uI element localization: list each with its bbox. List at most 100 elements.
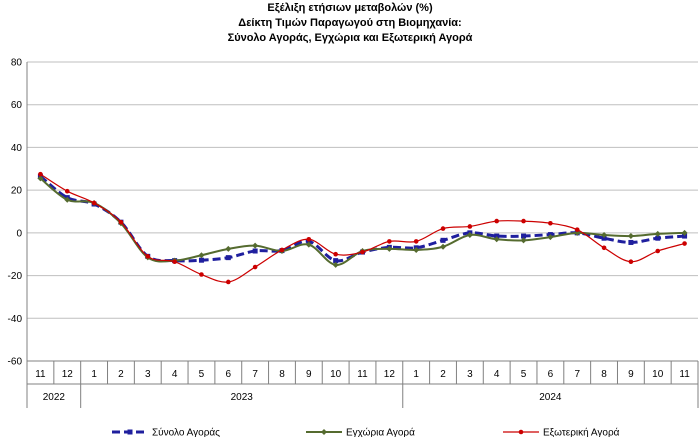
series <box>37 171 688 285</box>
gridlines <box>27 61 698 362</box>
data-point <box>252 264 258 270</box>
legend: Σύνολο Αγοράς Εγχώρια Αγορά Εξωτερική Αγορ… <box>112 427 620 437</box>
x-tick-label: 6 <box>226 369 232 380</box>
data-point <box>252 248 258 254</box>
chart-title: Εξέλιξη ετήσιων μεταβολών (%) Δείκτη Τιμ… <box>228 2 473 44</box>
data-point <box>467 224 473 229</box>
x-tick-label: 7 <box>252 369 258 380</box>
data-point <box>655 248 661 254</box>
data-point <box>627 233 634 240</box>
x-tick-label: 9 <box>306 369 312 380</box>
data-point <box>199 272 204 277</box>
x-tick-label: 11 <box>357 369 368 380</box>
x-tick-label: 4 <box>172 369 178 380</box>
data-point <box>654 230 661 237</box>
x-tick-label: 12 <box>62 369 74 380</box>
data-point <box>386 245 393 252</box>
series-3 <box>38 171 687 285</box>
legend-swatch-marker <box>518 429 524 435</box>
data-point <box>494 233 500 239</box>
data-point <box>333 258 339 264</box>
data-point <box>574 227 580 232</box>
x-tick-label: 8 <box>601 369 607 380</box>
data-point <box>440 237 446 243</box>
x-tick-label: 4 <box>494 369 500 380</box>
x-tick-label: 5 <box>199 369 205 380</box>
x-tick-label: 5 <box>521 369 527 380</box>
legend-label: Σύνολο Αγοράς <box>152 427 220 437</box>
data-point <box>601 231 608 238</box>
data-point <box>64 188 70 194</box>
data-point <box>440 226 446 231</box>
y-tick-label: 40 <box>11 143 23 154</box>
x-tick-label: 10 <box>652 369 664 380</box>
data-point <box>145 254 151 259</box>
x-tick-label: 7 <box>574 369 580 380</box>
title-line-1: Εξέλιξη ετήσιων μεταβολών (%) <box>267 2 433 14</box>
legend-swatch-marker <box>321 429 327 435</box>
y-tick-label: 20 <box>11 186 23 197</box>
x-tick-label: 2 <box>440 369 446 380</box>
data-point <box>37 175 44 182</box>
data-point <box>332 261 339 268</box>
y-tick-label: -20 <box>8 271 23 282</box>
legend-item-3: Εξωτερική Αγορά <box>503 427 620 437</box>
x-tick-label: 11 <box>35 369 46 380</box>
data-point <box>628 259 634 264</box>
x-tick-label: 1 <box>91 369 97 380</box>
y-axis-ticks: -60 -40 -20 0 20 40 60 80 <box>8 58 23 368</box>
x-tick-label: 3 <box>145 369 151 380</box>
x-tick-label: 6 <box>548 369 554 380</box>
data-point <box>333 251 338 257</box>
y-tick-label: 80 <box>11 58 23 69</box>
y-tick-label: -60 <box>8 357 23 368</box>
data-point <box>226 279 231 285</box>
data-point <box>64 196 71 203</box>
year-label: 2023 <box>231 392 254 403</box>
data-point <box>413 246 420 253</box>
data-point <box>682 241 687 246</box>
data-point <box>91 200 97 206</box>
title-line-3: Σύνολο Αγοράς, Εγχώρια και Εξωτερική Αγο… <box>228 32 473 44</box>
data-point <box>440 243 447 250</box>
year-label: 2024 <box>539 392 562 403</box>
data-point <box>279 247 285 253</box>
data-point <box>601 235 607 241</box>
data-point <box>628 239 634 245</box>
data-point <box>466 231 473 238</box>
data-point <box>493 236 500 243</box>
x-tick-label: 10 <box>330 369 342 380</box>
data-point <box>548 220 553 226</box>
data-point <box>521 233 527 239</box>
data-point <box>306 236 312 242</box>
legend-label: Εξωτερική Αγορά <box>543 427 620 437</box>
data-point <box>601 245 607 251</box>
x-tick-label: 2 <box>118 369 124 380</box>
data-point <box>681 229 688 236</box>
x-tick-label: 1 <box>413 369 419 380</box>
data-point <box>118 219 124 225</box>
axes <box>26 62 699 408</box>
data-point <box>225 255 231 261</box>
data-point <box>198 252 205 259</box>
data-point <box>520 237 527 244</box>
legend-item-2: Εγχώρια Αγορά <box>306 427 415 437</box>
data-point <box>521 218 526 224</box>
y-tick-label: 60 <box>11 100 23 111</box>
legend-label: Εγχώρια Αγορά <box>346 427 415 437</box>
data-point <box>225 245 232 252</box>
x-tick-label: 9 <box>628 369 634 380</box>
year-label: 2022 <box>43 392 66 403</box>
data-point <box>387 239 392 244</box>
data-point <box>38 171 43 177</box>
data-point <box>413 239 419 244</box>
x-tick-label: 12 <box>384 369 396 380</box>
data-point <box>682 233 688 239</box>
data-point <box>655 235 661 241</box>
data-point <box>305 241 312 248</box>
data-point <box>360 249 365 255</box>
legend-item-1: Σύνολο Αγοράς <box>112 427 220 437</box>
data-point <box>252 242 259 249</box>
data-point <box>494 218 500 224</box>
